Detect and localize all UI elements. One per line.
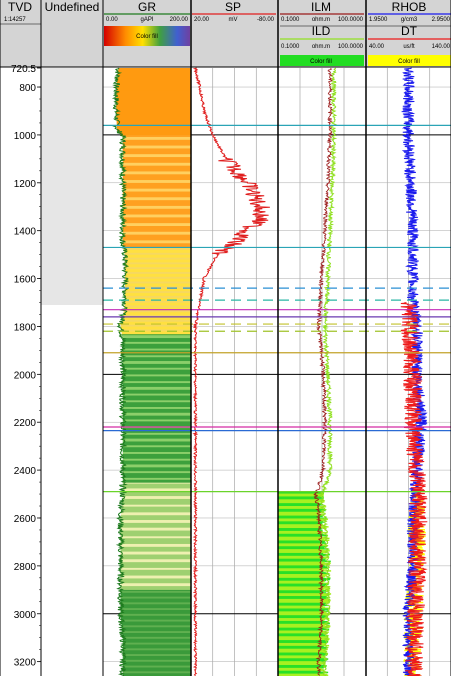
- rhob-unit: g/cm3: [401, 17, 418, 23]
- depth-label: 2600: [14, 514, 37, 525]
- ilm-min: 0.1000: [281, 17, 300, 23]
- curve-fills: [116, 68, 426, 676]
- gr-fill-label: Color fill: [136, 34, 158, 40]
- rhob-max: 2.9500: [432, 17, 451, 23]
- dt-min: 40.00: [369, 44, 385, 50]
- ild-fill-label: Color fill: [310, 59, 332, 65]
- dt-fill-label: Color fill: [398, 59, 420, 65]
- ilm-max: 100.0000: [338, 17, 364, 23]
- ild-unit: ohm.m: [312, 44, 330, 50]
- depth-label: 2200: [14, 418, 37, 429]
- ild-max: 100.0000: [338, 44, 364, 50]
- depth-label: 720.5: [11, 64, 36, 75]
- depth-label: 3200: [14, 658, 37, 669]
- sp-max: -80.00: [257, 17, 275, 23]
- depth-label: 1000: [14, 131, 37, 142]
- ild-min: 0.1000: [281, 44, 300, 50]
- depth-label: 1400: [14, 227, 37, 238]
- sp-curve: [194, 68, 270, 676]
- depth-label: 3000: [14, 610, 37, 621]
- depth-label: 800: [19, 83, 36, 94]
- depth-label: 1800: [14, 322, 37, 333]
- dt-max: 140.00: [432, 44, 451, 50]
- gr-max: 200.00: [170, 17, 189, 23]
- ilm-header: ILM: [311, 0, 331, 14]
- undefined-track-shade: [41, 68, 103, 305]
- tvd-scale: 1:14257: [4, 17, 26, 23]
- depth-label: 2800: [14, 562, 37, 573]
- rhob-header: RHOB: [392, 0, 427, 14]
- ilm-unit: ohm.m: [312, 17, 330, 23]
- tvd-header: TVD: [8, 0, 32, 14]
- depth-label: 2400: [14, 466, 37, 477]
- sp-header: SP: [225, 0, 241, 14]
- undefined-track-header: Undefined: [45, 0, 100, 14]
- dt-unit: us/ft: [403, 44, 415, 50]
- depth-label: 1200: [14, 179, 37, 190]
- depth-label: 1600: [14, 275, 37, 286]
- gr-unit: gAPI: [140, 17, 153, 23]
- depth-label: 2000: [14, 370, 37, 381]
- gr-min: 0.00: [106, 17, 118, 23]
- sp-min: 20.00: [194, 17, 210, 23]
- gr-header: GR: [138, 0, 156, 14]
- sp-unit: mV: [229, 17, 238, 23]
- rhob-min: 1.9500: [369, 17, 388, 23]
